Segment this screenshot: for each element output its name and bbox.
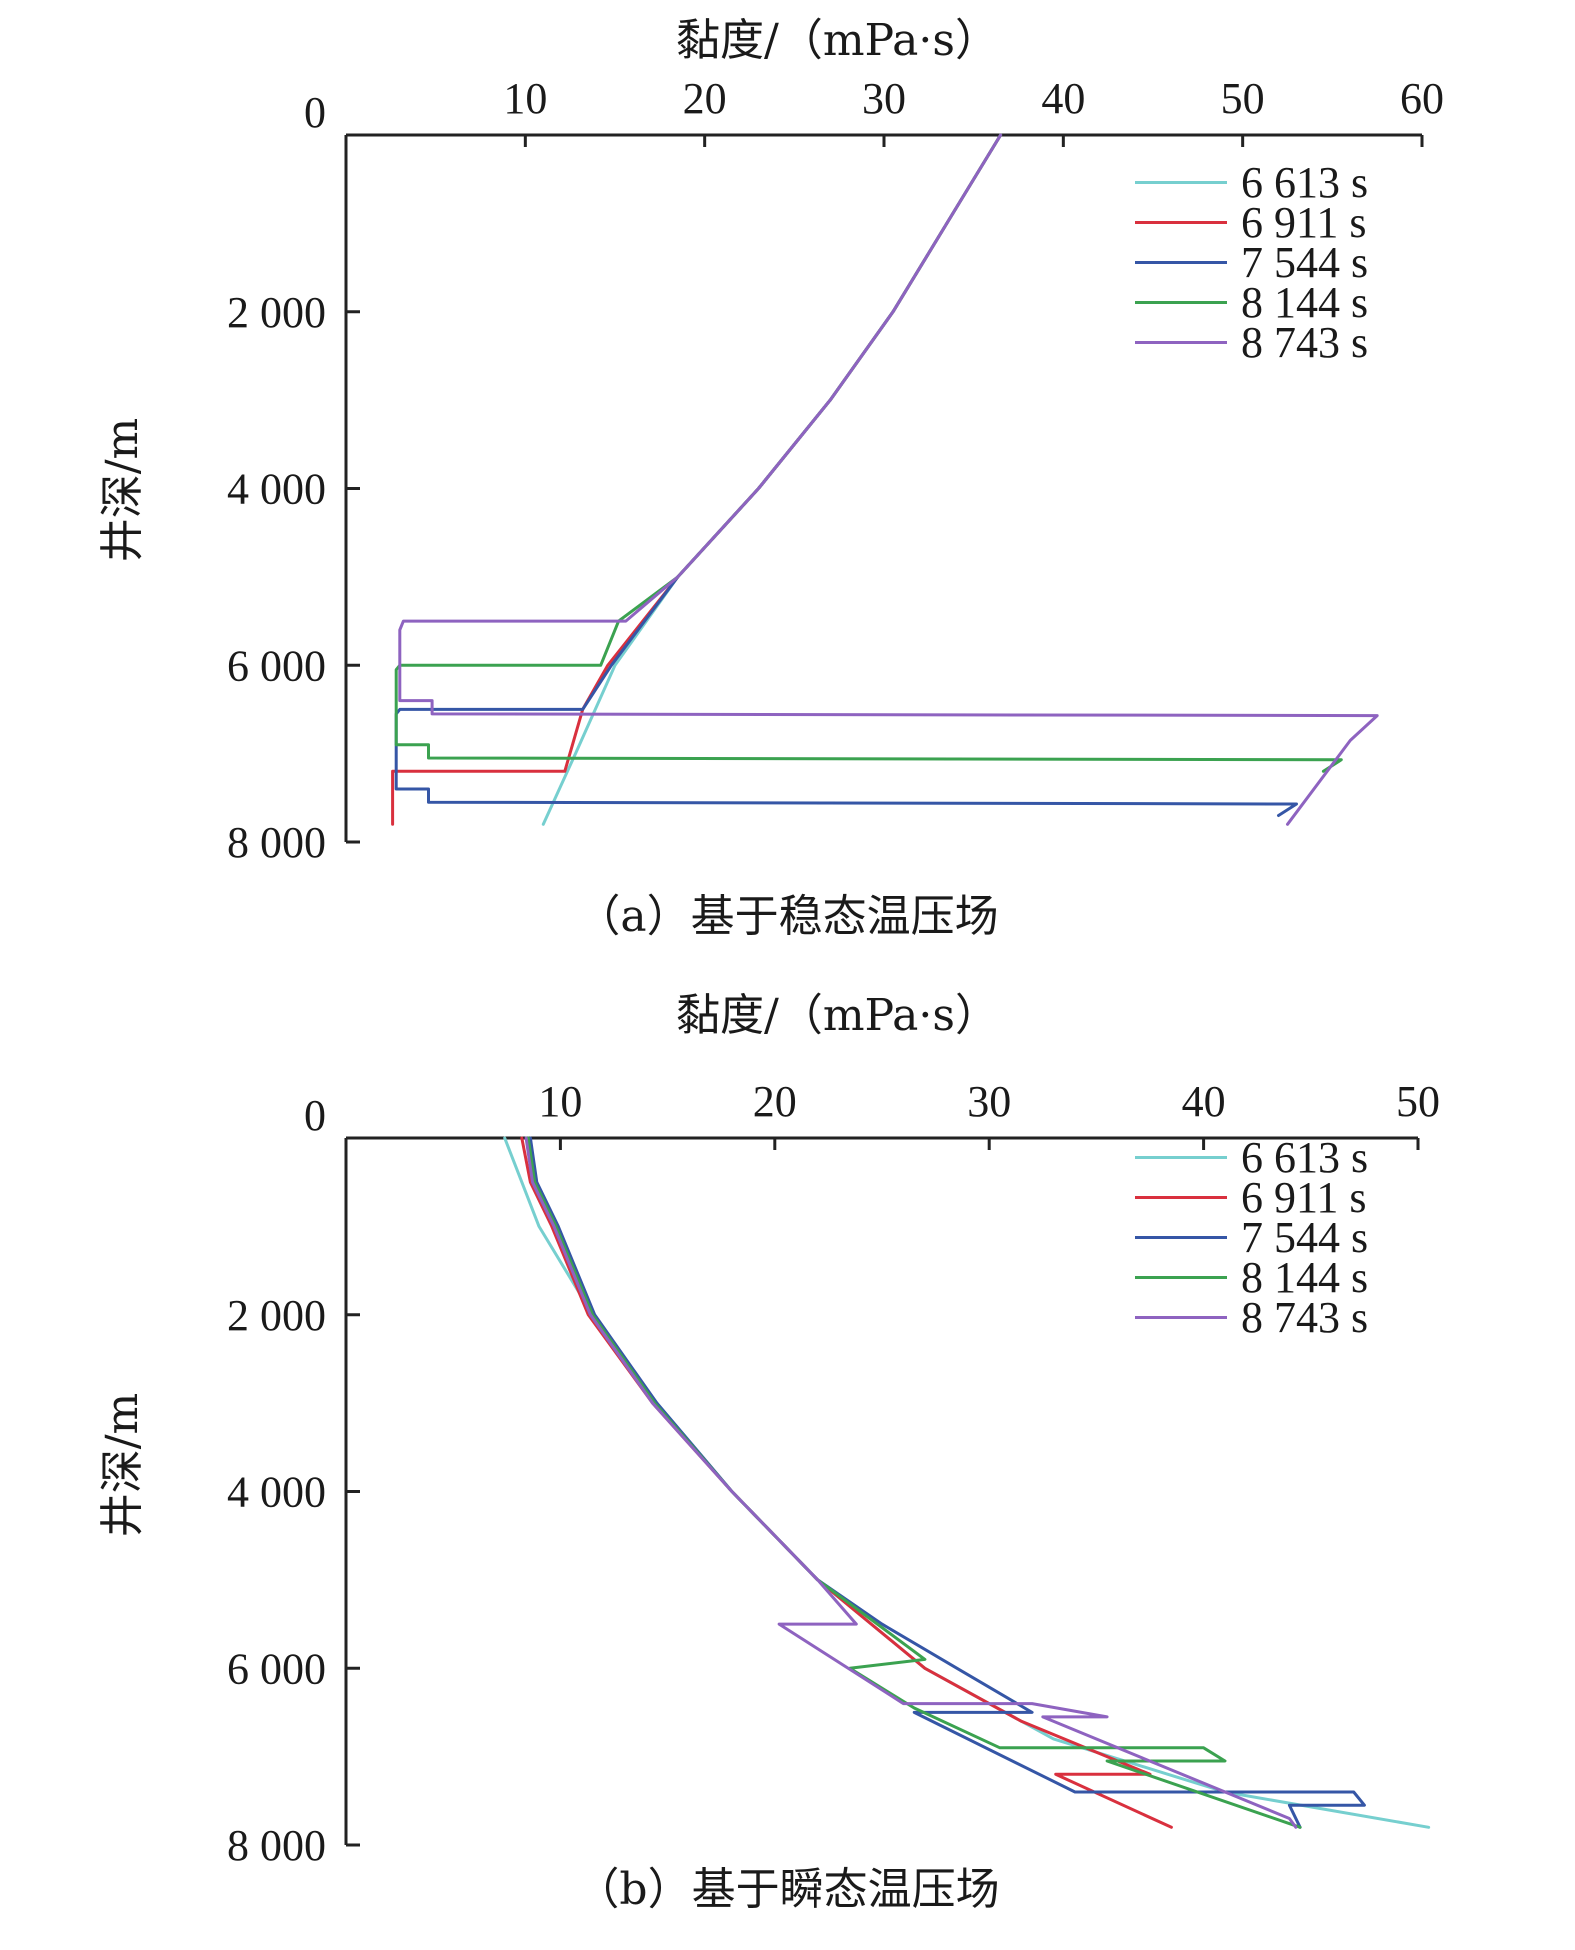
chart-a-y-tick-label: 8 000: [227, 818, 326, 867]
chart-panel-b: 10 20 30 40 50 0 2 000 4 000 6 000 8 000 黏度/（mPa·…: [0, 975, 1575, 1950]
chart-b-series-line-5: [524, 1136, 1298, 1829]
chart-b-plot: 10 20 30 40 50 0 2 000 4 000 6 000 8 000: [227, 1077, 1440, 1870]
legend-item: 6 613 s: [1135, 158, 1368, 207]
chart-b-series-line-2: [520, 1136, 1173, 1829]
chart-b-x-tick-label: 30: [967, 1077, 1011, 1126]
legend-label: 8 743 s: [1241, 317, 1369, 367]
chart-b-x-axis-title: 黏度/（mPa·s）: [676, 990, 999, 1041]
legend-swatch: [1135, 180, 1227, 184]
legend-label: 7 544 s: [1241, 237, 1369, 287]
chart-b-y-tick-label: 2 000: [227, 1291, 326, 1340]
legend-swatch: [1135, 1275, 1227, 1279]
legend-swatch: [1135, 1195, 1227, 1199]
legend-item: 6 911 s: [1135, 198, 1368, 247]
legend-item: 8 743 s: [1135, 1293, 1368, 1342]
chart-a-legend: 6 613 s 6 911 s 7 544 s 8 144 s 8 743 s: [1135, 158, 1368, 367]
legend-item: 8 144 s: [1135, 278, 1368, 327]
legend-label: 7 544 s: [1241, 1212, 1369, 1262]
chart-a-series-line-2: [391, 133, 1003, 826]
legend-item: 8 144 s: [1135, 1253, 1368, 1302]
legend-swatch: [1135, 220, 1227, 224]
chart-b-series-line-4: [526, 1136, 1302, 1829]
chart-a-y-tick-label: 4 000: [227, 465, 326, 514]
legend-item: 7 544 s: [1135, 238, 1368, 287]
legend-label: 6 911 s: [1241, 197, 1367, 247]
legend-swatch: [1135, 1235, 1227, 1239]
legend-label: 8 144 s: [1241, 277, 1369, 327]
chart-a-caption: （a）基于稳态温压场: [576, 891, 999, 942]
chart-a-x-tick-label: 60: [1400, 74, 1444, 123]
chart-a-x-axis-title: 黏度/（mPa·s）: [676, 15, 999, 66]
chart-a-x-tick-label: 30: [862, 74, 906, 123]
legend-swatch: [1135, 260, 1227, 264]
chart-b-x-tick-label: 10: [538, 1077, 582, 1126]
chart-b-y-tick-label: 0: [304, 1091, 326, 1140]
legend-swatch: [1135, 340, 1227, 344]
chart-a-y-tick-label: 2 000: [227, 288, 326, 337]
legend-swatch: [1135, 1315, 1227, 1319]
chart-a-x-tick-label: 10: [503, 74, 547, 123]
legend-label: 8 144 s: [1241, 1252, 1369, 1302]
chart-b-x-tick-label: 50: [1396, 1077, 1440, 1126]
chart-panel-a: 10 20 30 40 50 60 0 2 000 4 000 6 000 8 000 黏度/（mP…: [97, 15, 1444, 942]
legend-swatch: [1135, 1155, 1227, 1159]
chart-a-series-line-5: [398, 133, 1379, 826]
legend-label: 6 911 s: [1241, 1172, 1367, 1222]
chart-b-caption: （b）基于瞬态温压场: [575, 1864, 1000, 1915]
legend-item: 6 911 s: [1135, 1173, 1368, 1222]
chart-a-plot: 10 20 30 40 50 60 0 2 000 4 000 6 000 8 000: [227, 74, 1444, 867]
chart-b-x-tick-label: 20: [753, 1077, 797, 1126]
chart-b-y-tick-label: 4 000: [227, 1468, 326, 1517]
chart-b-y-tick-label: 8 000: [227, 1821, 326, 1870]
chart-a-x-tick-label: 50: [1221, 74, 1265, 123]
chart-b-y-axis-title: 井深/m: [97, 1392, 148, 1538]
chart-a-x-tick-label: 40: [1041, 74, 1085, 123]
chart-a-y-axis-title: 井深/m: [97, 417, 148, 563]
chart-a-y-tick-label: 0: [304, 88, 326, 137]
chart-a-y-tick-label: 6 000: [227, 641, 326, 690]
chart-b-legend: 6 613 s 6 911 s 7 544 s 8 144 s 8 743 s: [1135, 1133, 1368, 1342]
chart-a-series-line-1: [541, 133, 1003, 826]
legend-item: 6 613 s: [1135, 1133, 1368, 1182]
legend-label: 6 613 s: [1241, 1132, 1369, 1182]
legend-swatch: [1135, 300, 1227, 304]
chart-a-x-tick-label: 20: [683, 74, 727, 123]
legend-item: 8 743 s: [1135, 318, 1368, 367]
legend-label: 8 743 s: [1241, 1292, 1369, 1342]
chart-b-x-tick-label: 40: [1182, 1077, 1226, 1126]
legend-item: 7 544 s: [1135, 1213, 1368, 1262]
chart-b-y-tick-label: 6 000: [227, 1644, 326, 1693]
legend-label: 6 613 s: [1241, 157, 1369, 207]
chart-b-series-line-3: [528, 1136, 1366, 1829]
